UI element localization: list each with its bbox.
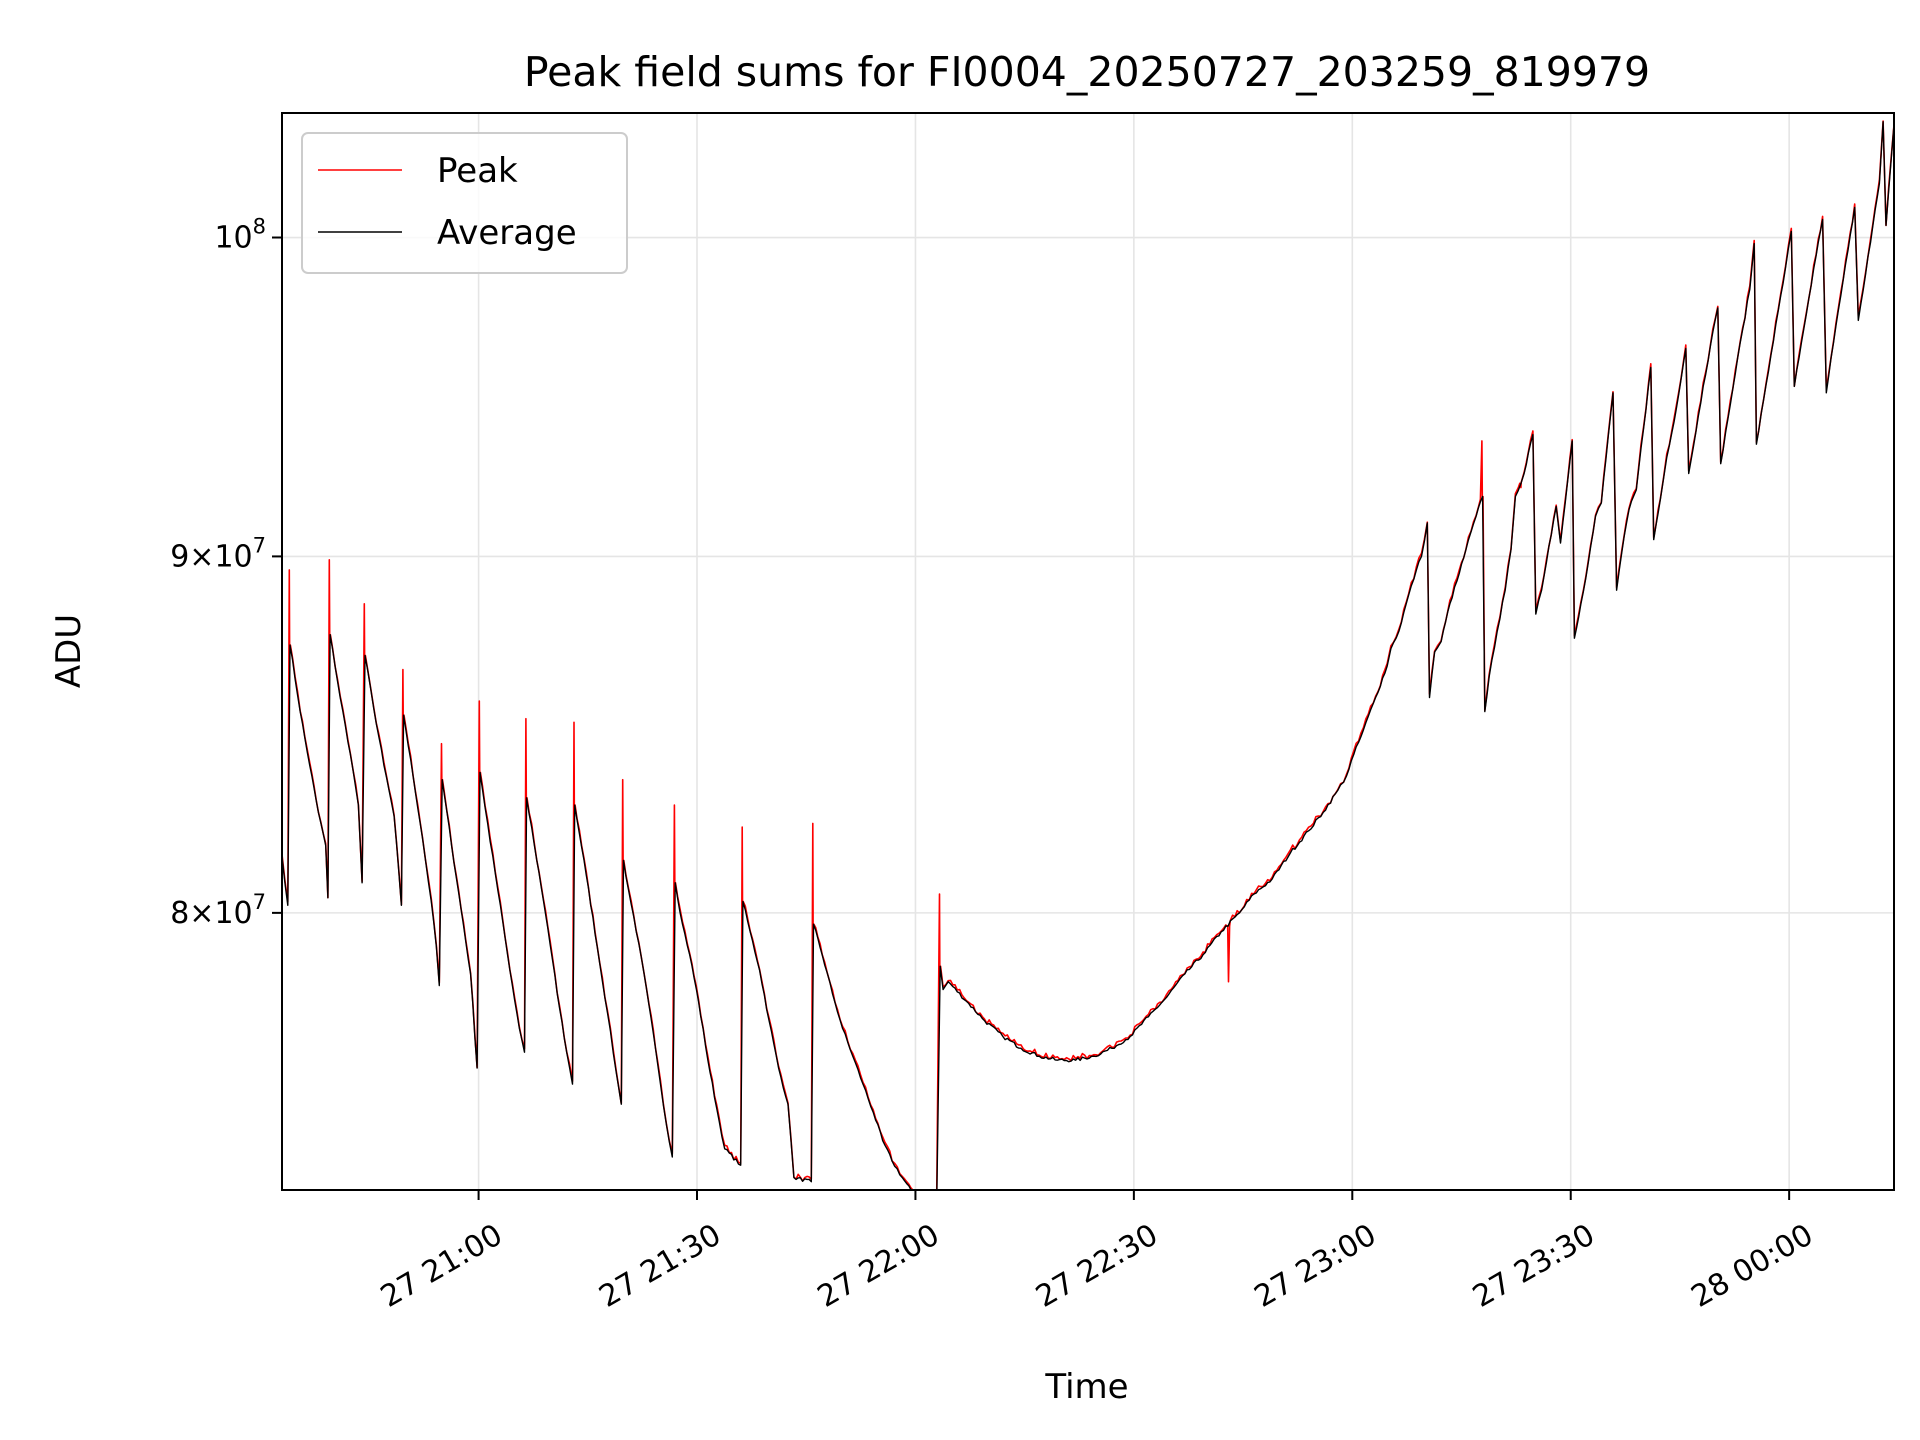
legend-label-average: Average (437, 213, 577, 253)
y-tick-label: 108 (214, 215, 266, 256)
y-tick-label: 9×107 (170, 533, 266, 574)
legend-label-peak: Peak (437, 151, 518, 191)
chart-title: Peak field sums for FI0004_20250727_2032… (524, 48, 1650, 96)
legend-box (301, 132, 628, 274)
y-axis-label: ADU (49, 614, 89, 688)
x-axis-label: Time (1044, 1367, 1128, 1407)
legend: Peak Average (301, 132, 628, 274)
series-line-average (282, 120, 1894, 1190)
y-tick-label: 8×107 (170, 890, 266, 931)
y-axis: 8×107 9×107 108 (170, 215, 282, 931)
grid (282, 113, 1894, 1190)
plot-frame (281, 112, 1895, 1191)
